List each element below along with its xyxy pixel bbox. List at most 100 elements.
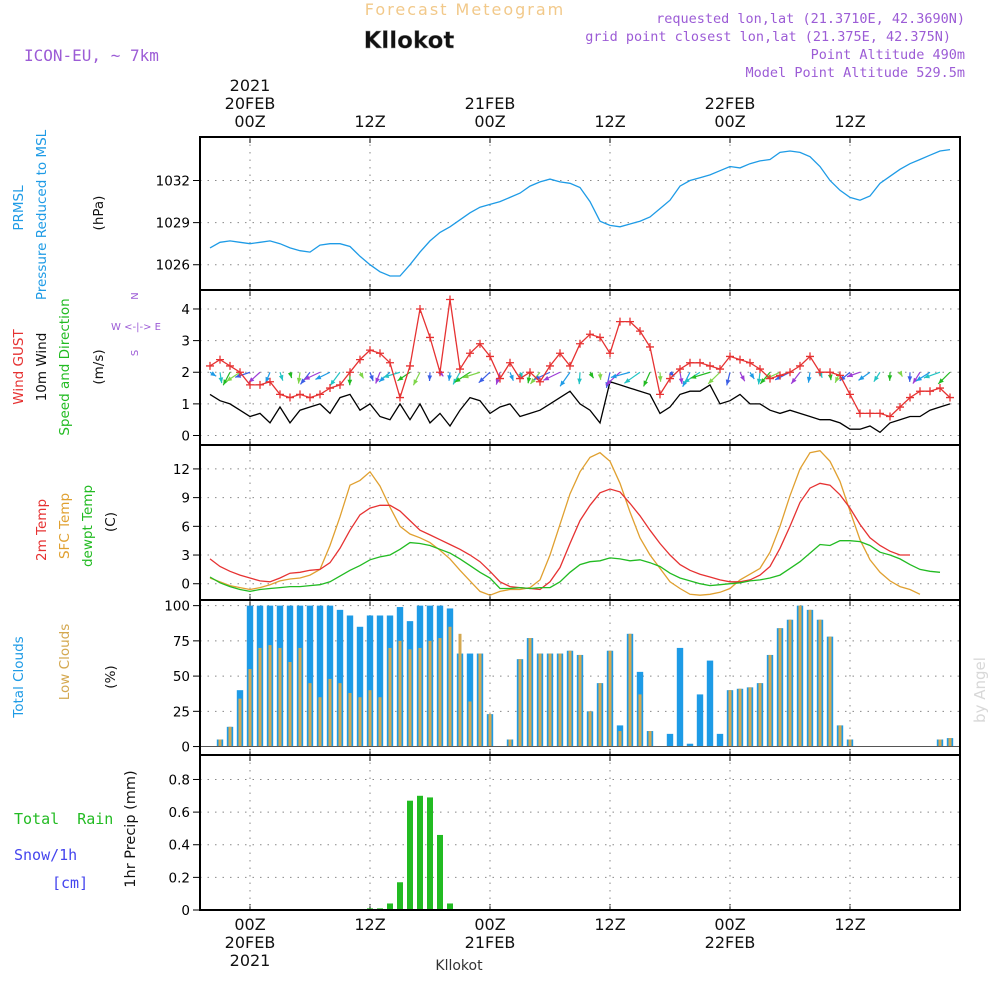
wind-gust-point	[856, 409, 864, 418]
wind-gust-point	[706, 361, 714, 370]
wind-gust-point	[266, 377, 274, 386]
wind-gust-point	[236, 368, 244, 377]
wind-arrow-head	[897, 370, 903, 377]
wind-arrow-head	[756, 378, 762, 385]
sfc-temp-line	[209, 449, 921, 596]
precip-label-rain: Total Rain	[14, 810, 113, 828]
rain-bar	[437, 834, 443, 910]
wind-arrow-head	[462, 373, 469, 379]
precip-series	[200, 795, 960, 911]
wind-gust-point	[766, 374, 774, 383]
pressure-yticks: 1026 1029 1032	[156, 137, 851, 290]
wind-gust-point	[296, 390, 304, 399]
low-cloud-bar	[358, 697, 362, 747]
low-cloud-bar	[568, 650, 572, 747]
total-cloud-bar	[686, 743, 694, 747]
total-cloud-bar	[666, 733, 674, 747]
wind-arrow-head	[791, 377, 797, 384]
top-axis-label-0: 20FEB	[225, 94, 276, 113]
total-cloud-bar	[336, 609, 344, 747]
low-cloud-bar	[368, 690, 372, 747]
wind-gust-point	[696, 358, 704, 367]
wind-gust-point	[656, 390, 664, 399]
wind-gust-point	[346, 368, 354, 377]
temp-label-dewpt: dewpt Temp	[80, 485, 96, 567]
total-cloud-bar	[366, 615, 374, 747]
temp-grid	[200, 445, 960, 600]
panel-frame	[199, 444, 961, 601]
wind-arrow-head	[454, 377, 461, 383]
rain-bar	[417, 795, 423, 910]
wind-gust-point	[406, 361, 414, 370]
wind-arrow-head	[534, 375, 540, 380]
wind-gust-point	[796, 361, 804, 370]
clouds-unit: (%)	[103, 665, 119, 688]
wind-arrow-head	[495, 378, 501, 385]
wind-grid	[200, 290, 960, 445]
low-cloud-bar	[468, 701, 472, 747]
top-axis-label-0: 00Z	[234, 112, 265, 131]
ytick-label: 0.8	[169, 772, 190, 788]
bottom-axis-label-0: 00Z	[234, 915, 265, 934]
low-cloud-bar	[528, 638, 532, 747]
wind-arrow-head	[358, 372, 364, 379]
low-cloud-bar	[728, 690, 732, 747]
clouds-panel: Total Clouds Low Clouds (%) 0 25 50 75 100	[11, 599, 961, 756]
bottom-axis-label-4: 22FEB	[705, 933, 756, 952]
top-axis-label-4: 00Z	[714, 112, 745, 131]
ytick-label: 3	[181, 334, 190, 350]
low-cloud-bar	[338, 683, 342, 747]
total-cloud-bar	[376, 615, 384, 747]
low-cloud-bar	[508, 739, 512, 747]
ytick-label: 0.4	[169, 838, 190, 854]
panel-frame	[199, 754, 961, 911]
wind-arrow-head	[330, 379, 336, 386]
low-cloud-bar	[768, 654, 772, 747]
wind-arrow-head	[740, 375, 745, 382]
wind-arrow-head	[683, 377, 690, 383]
wind-gust-point	[676, 365, 684, 374]
temperature-panel: 2m Temp SFC Temp dewpt Temp (C) 0 3 6 9 12	[34, 444, 961, 601]
wind-gust-point	[446, 295, 454, 304]
bottom-axis-label-0: 2021	[230, 951, 271, 970]
wind-gust-point	[726, 352, 734, 361]
low-cloud-bar	[608, 650, 612, 747]
model-altitude: Model Point Altitude 529.5m	[746, 65, 965, 81]
temp-yticks: 0 3 6 9 12	[173, 445, 851, 600]
wind-gust-point	[506, 358, 514, 367]
ytick-label: 1032	[156, 174, 190, 190]
wind-arrow-head	[923, 373, 930, 379]
wind-arrow-head	[828, 374, 833, 381]
wind-gust-point	[876, 409, 884, 418]
low-cloud-bar	[618, 731, 622, 747]
wind-gust-point	[946, 393, 954, 402]
wind-gust-point	[536, 377, 544, 386]
wind-arrow-head	[938, 378, 944, 384]
wind-arrow-head	[530, 378, 536, 384]
wind-gust-point	[806, 352, 814, 361]
wind-arrow-head	[760, 378, 766, 384]
compass-south: S	[130, 350, 141, 356]
wind-gust-point	[616, 317, 624, 326]
low-cloud-bar	[598, 683, 602, 747]
wind-arrow-head	[300, 378, 306, 385]
top-axis-label-2: 00Z	[474, 112, 505, 131]
wind-arrow-head	[478, 377, 485, 383]
bottom-axis-label-5: 12Z	[834, 915, 865, 934]
ytick-label: 0	[181, 577, 190, 593]
total-cloud-bar	[356, 626, 364, 747]
wind-arrow-head	[287, 372, 293, 379]
low-cloud-bar	[788, 619, 792, 747]
low-cloud-bar	[268, 645, 272, 747]
wind-gust-point	[316, 390, 324, 399]
low-cloud-bar	[428, 640, 432, 747]
watermark: by Angel	[971, 657, 989, 723]
low-cloud-bar	[328, 678, 332, 747]
wind-gust-point	[826, 368, 834, 377]
wind-gust-point	[736, 355, 744, 364]
low-cloud-bar	[548, 653, 552, 747]
low-cloud-bar	[748, 687, 752, 747]
wind-gust-point	[476, 339, 484, 348]
low-cloud-bar	[448, 626, 452, 747]
